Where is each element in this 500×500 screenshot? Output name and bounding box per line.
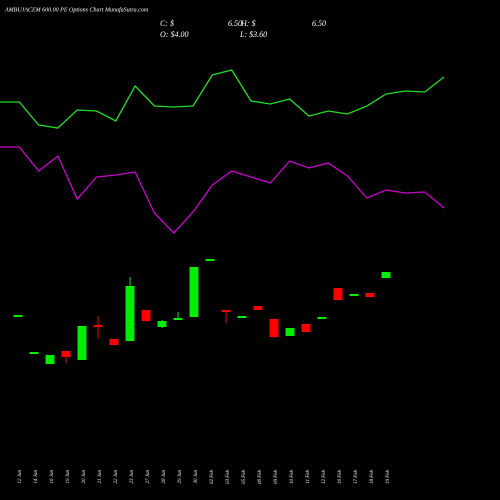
x-tick-label: 20 Jan (82, 470, 87, 484)
x-tick-label: 05 Feb (242, 470, 247, 485)
candle-body (317, 317, 327, 319)
x-tick-label: 09 Feb (274, 470, 279, 485)
candle-body (77, 326, 87, 360)
candle-body (61, 351, 71, 357)
x-tick-label: 19 Feb (386, 470, 391, 485)
candle-body (93, 325, 103, 327)
x-tick-label: 16 Feb (338, 470, 343, 485)
indicator-line (0, 69, 445, 129)
candle-body (141, 310, 151, 321)
x-tick-label: 23 Jan (130, 470, 135, 484)
x-tick-label: 10 Feb (290, 470, 295, 485)
candle-body (333, 288, 343, 300)
candle-body (29, 352, 39, 354)
close-label: C: $ (160, 19, 174, 28)
candle-body (45, 355, 55, 364)
low: L: $3.60 (239, 30, 267, 39)
x-tick-label: 12 Feb (322, 470, 327, 485)
candle-body (269, 319, 279, 337)
open: O: $4.00 (160, 30, 188, 39)
x-tick-label: 19 Jan (66, 470, 71, 484)
x-tick-label: 02 Feb (210, 470, 215, 485)
x-tick-label: 30 Jan (194, 470, 199, 484)
candle-body (109, 339, 119, 345)
candle-body (301, 324, 311, 332)
candle-body (237, 316, 247, 318)
close-value: 6.50 (228, 19, 242, 28)
x-tick-label: 03 Feb (226, 470, 231, 485)
candle-body (13, 315, 23, 317)
candle-body (205, 259, 215, 261)
candle-body (221, 310, 231, 312)
x-tick-label: 17 Feb (354, 470, 359, 485)
candle-body (349, 294, 359, 296)
x-tick-label: 06 Feb (258, 470, 263, 485)
x-tick-label: 18 Feb (370, 470, 375, 485)
chart-title: AMBUJACEM 600.00 PE Options Chart Munafa… (4, 6, 149, 13)
candle-body (285, 328, 295, 336)
x-tick-label: 28 Jan (162, 470, 167, 484)
candle-body (381, 272, 391, 278)
x-tick-label: 14 Jan (34, 470, 39, 484)
x-tick-label: 21 Jan (98, 470, 103, 484)
candle-body (189, 267, 199, 317)
x-tick-label: 22 Jan (114, 470, 119, 484)
high-value: 6.50 (312, 19, 326, 28)
candle-body (157, 321, 167, 327)
candle-body (365, 293, 375, 297)
indicator-line (0, 146, 445, 234)
x-tick-label: 29 Jan (178, 470, 183, 484)
candle-body (253, 306, 263, 310)
x-tick-label: 16 Jan (50, 470, 55, 484)
candle-body (173, 318, 183, 320)
candle-body (125, 286, 135, 341)
x-tick-label: 11 Feb (306, 470, 311, 484)
x-tick-label: 12 Jan (18, 470, 23, 484)
high-label: H: $ (240, 19, 255, 28)
x-tick-label: 27 Jan (146, 470, 151, 484)
